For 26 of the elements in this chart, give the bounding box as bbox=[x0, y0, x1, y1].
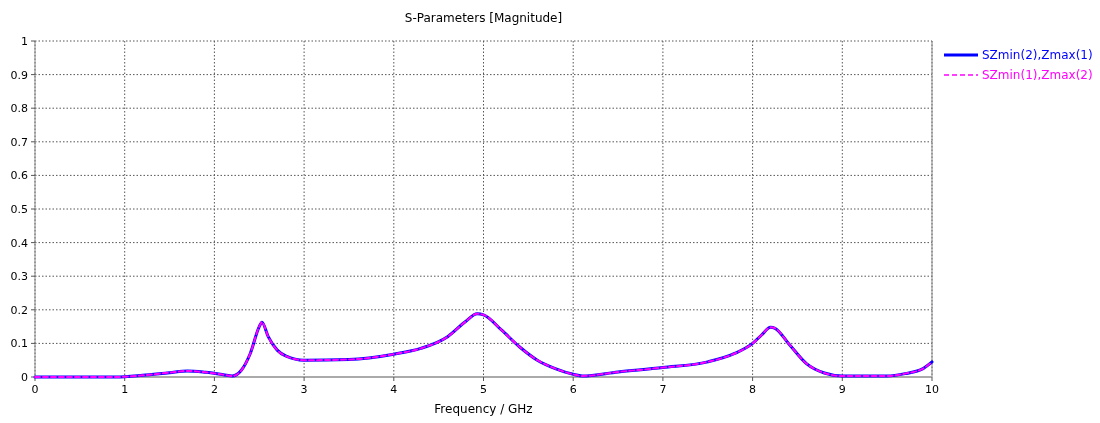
y-tick-label: 0.2 bbox=[10, 303, 28, 317]
y-tick-label: 0.4 bbox=[10, 236, 28, 250]
x-tick-label: 2 bbox=[210, 383, 218, 396]
x-tick-label: 5 bbox=[480, 383, 487, 396]
y-tick-label: 0.8 bbox=[10, 102, 28, 116]
chart-title: S-Parameters [Magnitude] bbox=[404, 11, 563, 25]
y-tick-label: 0.7 bbox=[10, 135, 28, 149]
x-tick-label: 4 bbox=[390, 383, 398, 396]
y-tick-label: 0.6 bbox=[10, 169, 28, 183]
x-tick-label: 7 bbox=[659, 383, 667, 396]
legend-label: SZmin(1),Zmax(2) bbox=[982, 68, 1093, 82]
y-tick-label: 0.5 bbox=[10, 203, 28, 216]
x-tick-label: 1 bbox=[121, 383, 129, 396]
y-tick-label: 0 bbox=[21, 371, 28, 384]
x-tick-label: 9 bbox=[838, 383, 846, 396]
x-tick-label: 0 bbox=[31, 383, 39, 396]
x-tick-label: 6 bbox=[569, 383, 577, 396]
legend-label: SZmin(2),Zmax(1) bbox=[982, 48, 1093, 62]
y-tick-label: 0.1 bbox=[10, 337, 28, 351]
x-tick-label: 8 bbox=[749, 383, 757, 396]
y-tick-label: 0.3 bbox=[10, 270, 28, 284]
x-axis-title: Frequency / GHz bbox=[434, 402, 533, 416]
y-tick-label: 0.9 bbox=[10, 68, 28, 82]
x-tick-label: 3 bbox=[300, 383, 308, 396]
y-tick-label: 1 bbox=[21, 35, 28, 48]
x-tick-label: 10 bbox=[925, 383, 939, 396]
